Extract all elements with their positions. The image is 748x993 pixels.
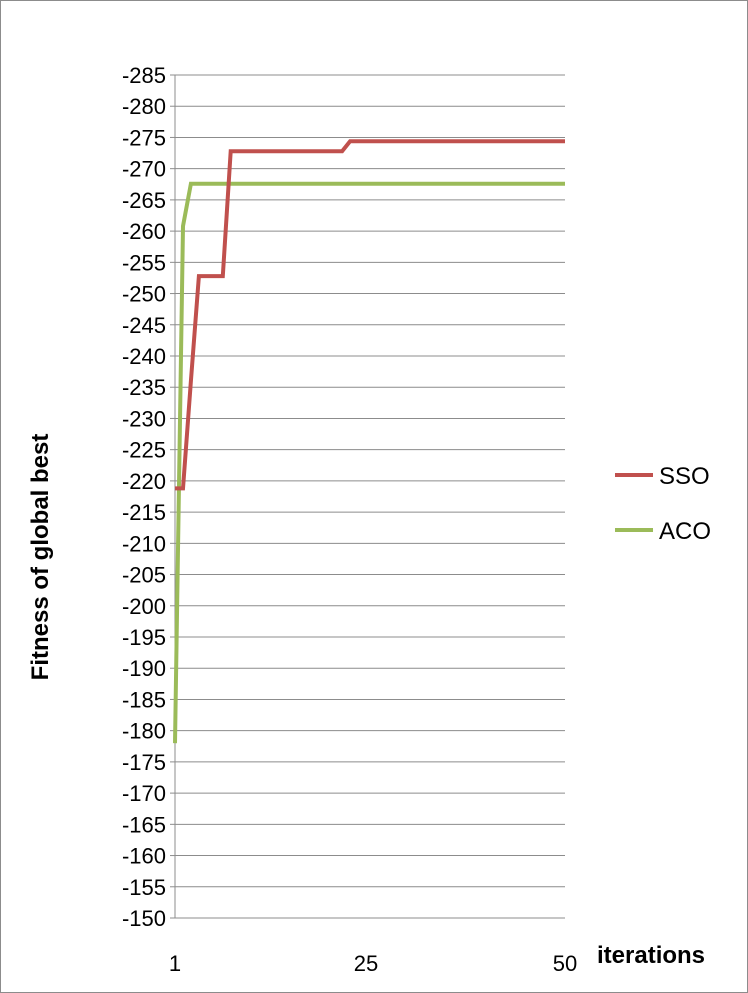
y-tick-label: -155: [122, 875, 166, 900]
y-tick-label: -245: [122, 313, 166, 338]
legend-label-sso: SSO: [659, 463, 710, 490]
y-tick-label: -230: [122, 406, 166, 431]
y-tick-label: -190: [122, 656, 166, 681]
y-tick-label: -185: [122, 687, 166, 712]
y-tick-label: -235: [122, 375, 166, 400]
y-tick-label: -240: [122, 344, 166, 369]
legend: SSO ACO: [615, 463, 711, 545]
y-tick-label: -260: [122, 219, 166, 244]
legend-label-aco: ACO: [659, 518, 711, 545]
y-tick-label: -160: [122, 844, 166, 869]
y-axis-title: Fitness of global best: [27, 434, 54, 681]
axes: [170, 74, 565, 919]
y-tick-label: -205: [122, 563, 166, 588]
series-line-sso: [175, 139, 565, 491]
x-tick-labels: 1 25 50: [169, 951, 577, 976]
y-tick-label: -250: [122, 282, 166, 307]
y-tick-labels: -285 -280 -275 -270 -265 -260 -255 -250 -245 -240…: [122, 63, 166, 931]
x-tick-label: 50: [553, 951, 577, 976]
y-tick-label: -200: [122, 594, 166, 619]
y-tick-label: -225: [122, 438, 166, 463]
y-tick-label: -280: [122, 94, 166, 119]
y-tick-label: -150: [122, 906, 166, 931]
series-line-aco: [173, 181, 565, 744]
y-tick-label: -215: [122, 500, 166, 525]
y-tick-label: -275: [122, 125, 166, 150]
series-lines: [173, 139, 565, 744]
y-tick-label: -270: [122, 157, 166, 182]
x-tick-label: 1: [169, 951, 181, 976]
y-tick-label: -285: [122, 63, 166, 88]
y-tick-label: -220: [122, 469, 166, 494]
y-tick-label: -265: [122, 188, 166, 213]
y-tick-label: -180: [122, 719, 166, 744]
gridlines: [175, 74, 565, 888]
x-tick-label: 25: [354, 951, 378, 976]
x-axis-title: iterations: [597, 942, 705, 969]
y-tick-label: -170: [122, 781, 166, 806]
y-tick-label: -175: [122, 750, 166, 775]
y-tick-label: -165: [122, 812, 166, 837]
y-tick-label: -195: [122, 625, 166, 650]
y-tick-label: -255: [122, 250, 166, 275]
y-tick-label: -210: [122, 531, 166, 556]
